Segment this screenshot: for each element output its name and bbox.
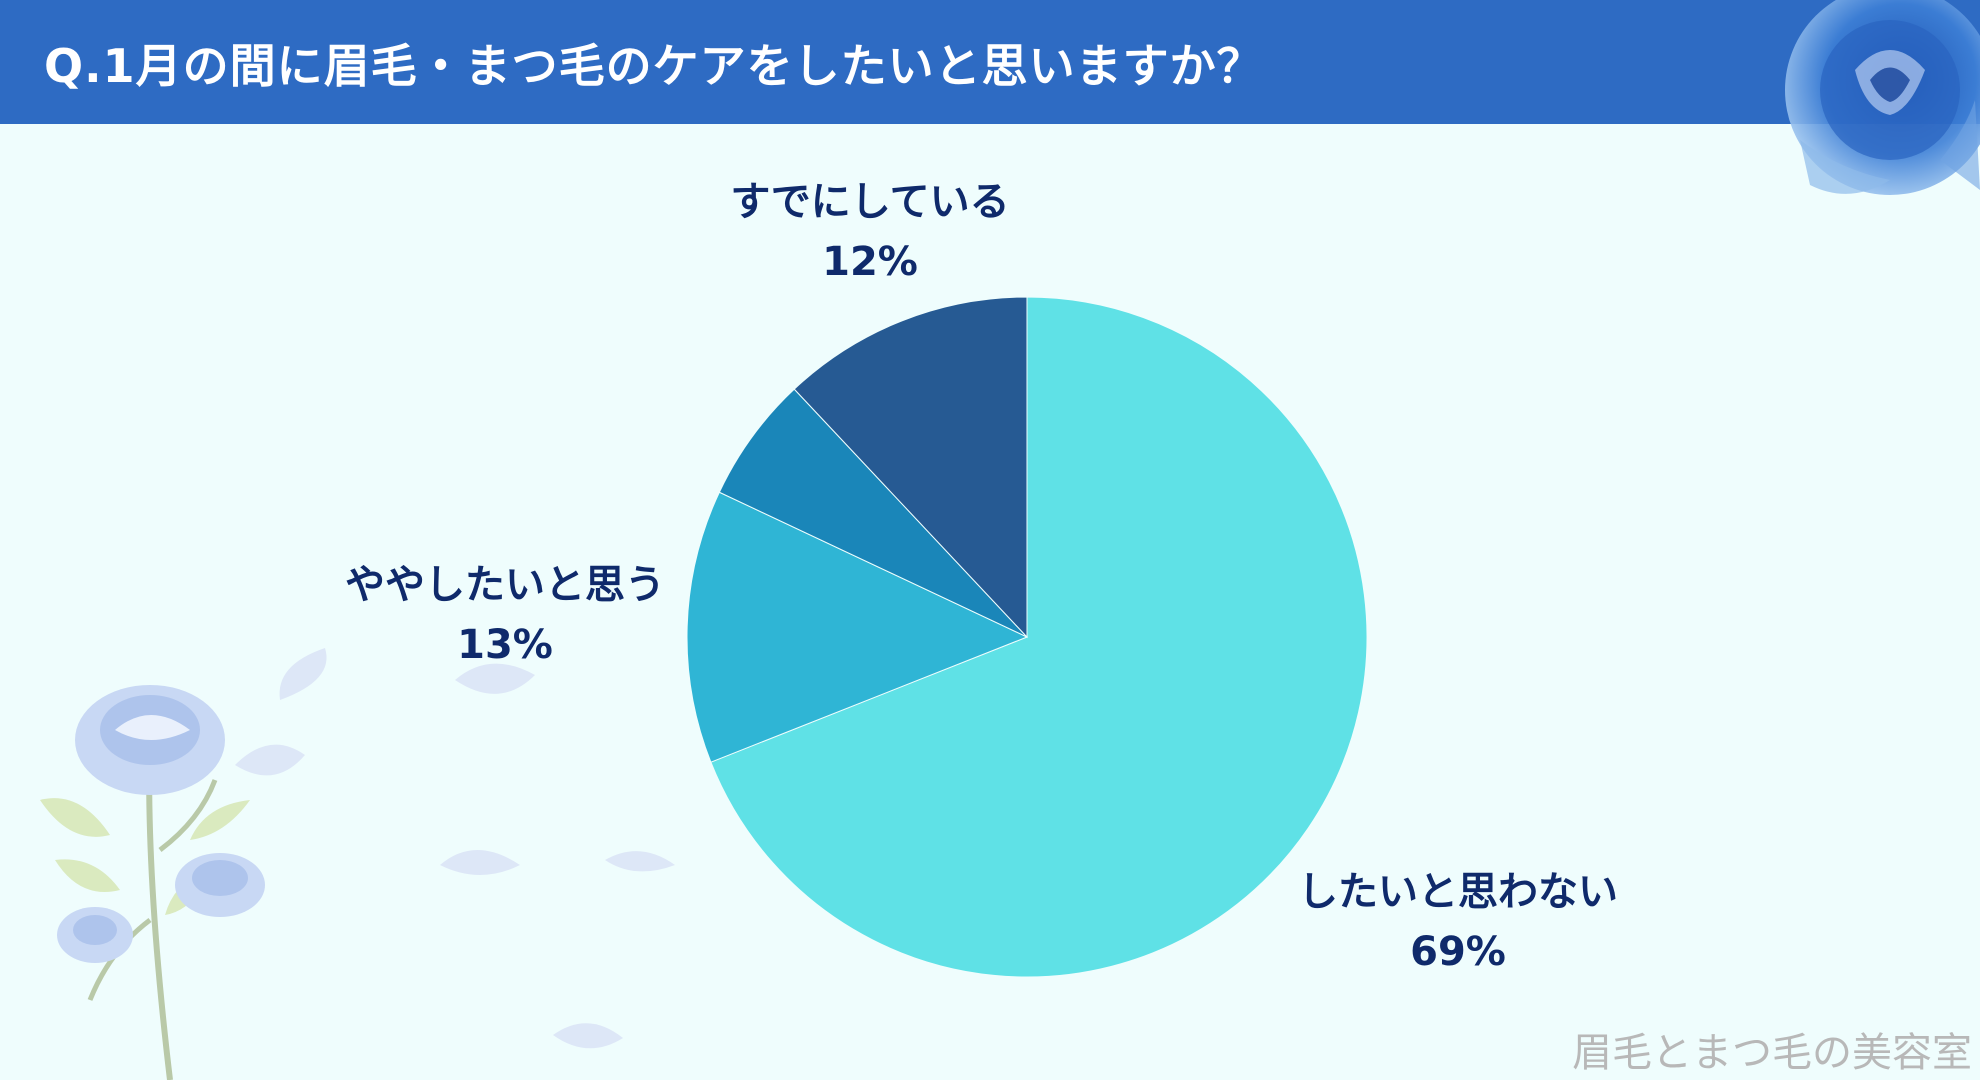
pie-slice-2 xyxy=(718,388,1028,638)
petal-icon xyxy=(279,648,327,700)
slice-label-value: 69% xyxy=(1410,929,1506,975)
slice-label-text: ややしたいと思う xyxy=(345,562,665,608)
pie-slice-3 xyxy=(793,296,1028,639)
slice-label-somewhat: ややしたいと思う 13% xyxy=(345,555,665,675)
blue-rose-icon xyxy=(1785,0,1980,195)
pie-slice-0 xyxy=(710,296,1368,978)
brand-watermark: 眉毛とまつ毛の美容室 xyxy=(1572,1030,1972,1076)
petal-icon xyxy=(455,663,535,694)
petal-icon xyxy=(605,851,675,872)
slice-label-text: すでにしている xyxy=(730,179,1010,225)
slice-label-already: すでにしている 12% xyxy=(730,172,1009,292)
rose-branch-icon xyxy=(40,685,265,1080)
slice-label-value: 13% xyxy=(457,622,553,668)
slice-label-value: 12% xyxy=(822,239,918,285)
header-bar: Q.1月の間に眉毛・まつ毛のケアをしたいと思いますか？ xyxy=(0,0,1980,124)
page-title: Q.1月の間に眉毛・まつ毛のケアをしたいと思いますか？ xyxy=(44,39,1264,93)
pie-slice-1 xyxy=(686,491,1029,763)
slice-label-text: したいと思わない xyxy=(1298,869,1618,915)
slice-label-no: したいと思わない 69% xyxy=(1298,862,1618,982)
petal-icon xyxy=(440,850,520,875)
petal-icon xyxy=(553,1023,623,1049)
petal-icon xyxy=(235,744,305,776)
